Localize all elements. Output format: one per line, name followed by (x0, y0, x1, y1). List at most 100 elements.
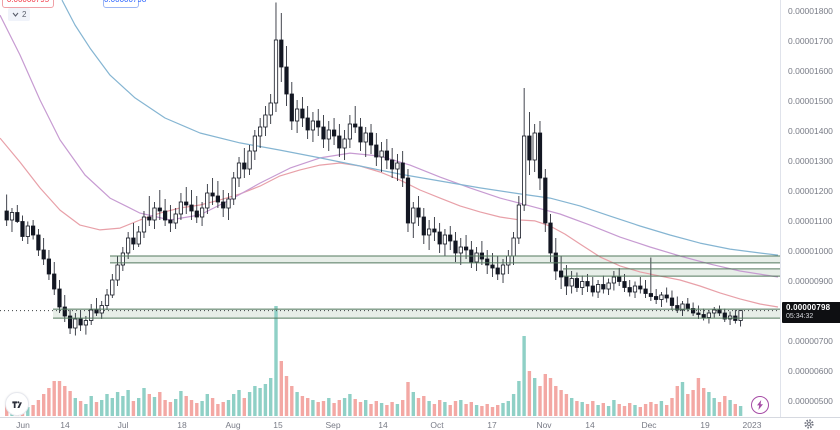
volume-bar (184, 396, 188, 416)
chart-canvas[interactable] (0, 0, 780, 417)
volume-bar (480, 406, 484, 416)
volume-bar (506, 401, 510, 416)
candle-body (463, 246, 469, 251)
candle-body (411, 207, 416, 224)
volume-bar (422, 396, 426, 416)
candle-body (94, 309, 99, 314)
candle-body (453, 240, 458, 254)
candle-body (421, 216, 426, 236)
volume-bar (247, 392, 252, 416)
candle-body (675, 305, 680, 311)
volume-bar (84, 404, 88, 416)
volume-bar (52, 381, 56, 416)
volume-bar (406, 382, 410, 416)
candle-body (36, 234, 41, 251)
candle-body (728, 315, 733, 320)
candle-body (511, 237, 516, 257)
candle-body (41, 249, 46, 260)
volume-bar (353, 399, 357, 416)
volume-bar (432, 404, 437, 416)
volume-bar (728, 400, 732, 416)
volume-bar (115, 392, 120, 416)
volume-bar (654, 404, 658, 416)
candle-body (4, 210, 9, 221)
volume-bar (585, 404, 590, 416)
price-axis-label: 0.00001500 (788, 96, 833, 106)
volume-bar (327, 398, 331, 416)
candle-body (596, 284, 601, 293)
candle-body (337, 135, 342, 149)
time-axis-label: Aug (225, 420, 241, 430)
volume-bar (733, 404, 737, 416)
volume-bar (622, 406, 627, 416)
candle-body (559, 270, 564, 278)
candle-body (194, 210, 199, 218)
candle-body (506, 255, 511, 266)
sell-button[interactable]: 0.00000795 (2, 0, 54, 8)
candle-body (490, 264, 495, 269)
volume-bar (575, 401, 579, 416)
axis-settings-gear-button[interactable] (803, 418, 815, 430)
volume-bar (559, 390, 563, 416)
volume-bar (596, 405, 600, 416)
volume-bar (638, 407, 642, 416)
candle-body (15, 212, 20, 222)
candle-body (632, 285, 638, 293)
candle-body (205, 192, 210, 209)
candle-body (136, 231, 141, 245)
buy-button[interactable]: 0.00000798 (103, 0, 146, 8)
candle-body (664, 294, 669, 299)
candle-body (110, 279, 115, 296)
candle-body (347, 123, 353, 140)
volume-bar (580, 402, 584, 416)
volume-bar (216, 404, 220, 416)
time-axis-label: 14 (378, 420, 388, 430)
candle-body (416, 207, 421, 218)
volume-bar (469, 402, 473, 416)
volume-bar (152, 397, 157, 416)
volume-bar (348, 394, 352, 416)
candle-body (611, 276, 617, 284)
volume-bar (68, 391, 72, 416)
volume-bar (591, 401, 595, 416)
volume-bar (73, 398, 77, 416)
candle-body (448, 234, 453, 242)
tradingview-logo[interactable] (5, 392, 29, 416)
candle-body (389, 159, 395, 170)
volume-bar (691, 390, 695, 416)
candle-body (294, 108, 300, 122)
candle-body (353, 123, 358, 128)
candle-body (300, 108, 305, 119)
idea-lightning-marker[interactable] (751, 396, 769, 414)
volume-bar (195, 403, 199, 416)
volume-bar (416, 398, 421, 416)
volume-bar (738, 406, 743, 416)
candle-body (590, 285, 595, 293)
price-axis[interactable]: 0.00001800 0.00001700 0.00001600 0.00001500… (780, 0, 840, 417)
volume-bar (337, 400, 341, 416)
volume-bar (36, 400, 41, 416)
candle-body (669, 297, 675, 306)
volume-bar (110, 398, 114, 416)
candle-body (527, 135, 532, 161)
volume-bar (443, 402, 447, 416)
candle-body (25, 225, 30, 237)
price-axis-label: 0.00001100 (788, 216, 833, 226)
candle-body (115, 264, 120, 281)
time-axis-label: Sep (325, 420, 341, 430)
time-axis[interactable]: Jun 14 Jul 18 Aug 15 Sep 14 Oct 17 Nov 14 Dec 19 2023 (0, 417, 840, 430)
candle-body (553, 252, 558, 272)
volume-bar (390, 402, 394, 416)
volume-bar (105, 394, 109, 416)
zone-fill (110, 256, 780, 263)
volume-bar (158, 392, 162, 416)
candle-countdown: 05:34:32 (786, 313, 814, 320)
current-price-value: 0.00000798 (786, 303, 831, 312)
candlestick-chart[interactable] (0, 0, 780, 417)
candle-body (696, 312, 701, 315)
legend-collapse-toggle[interactable]: 2 (8, 8, 31, 21)
candle-body (178, 201, 183, 215)
candle-body (141, 216, 147, 233)
candle-body (654, 296, 659, 300)
time-axis-label: 15 (273, 420, 283, 430)
